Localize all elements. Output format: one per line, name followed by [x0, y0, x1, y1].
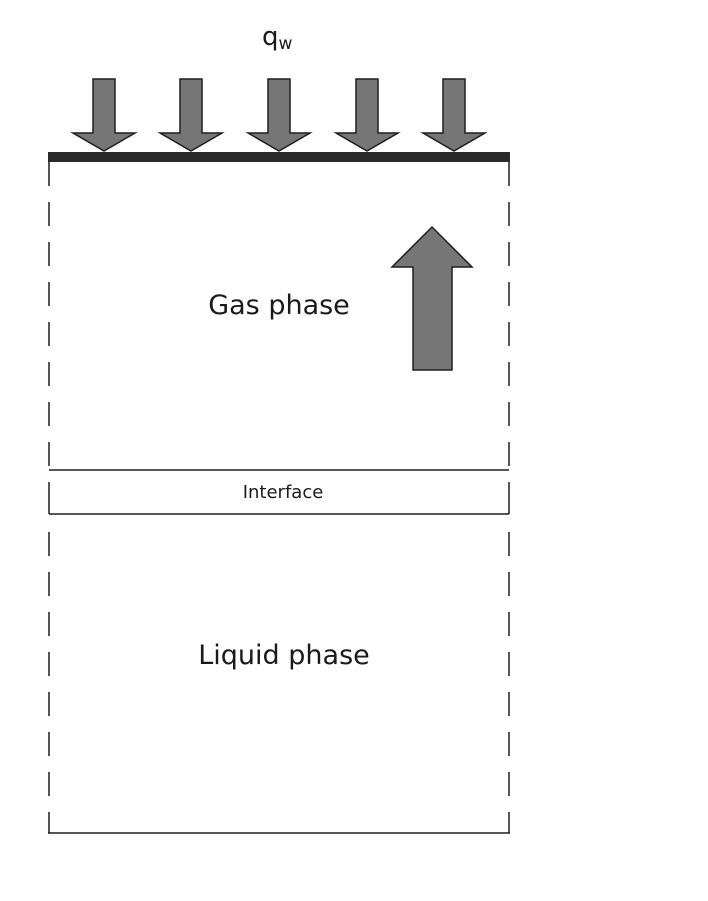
heat-flux-arrow-1 [70, 78, 138, 152]
liquid-phase-label: Liquid phase [198, 640, 370, 671]
heat-flux-label: qw [262, 22, 293, 54]
vapor-flow-arrow [390, 225, 474, 371]
heat-flux-arrow-4 [333, 78, 401, 152]
heat-flux-arrow-2 [157, 78, 225, 152]
heat-flux-subscript: w [279, 34, 293, 54]
heat-flux-arrow-5 [420, 78, 488, 152]
gas-phase-label: Gas phase [208, 290, 350, 321]
heat-flux-arrows [70, 78, 488, 152]
heat-flux-symbol: q [262, 22, 279, 52]
side-boundaries [48, 162, 510, 833]
heated-wall [48, 152, 510, 162]
interface-label: Interface [243, 482, 324, 503]
heat-flux-arrow-3 [245, 78, 313, 152]
